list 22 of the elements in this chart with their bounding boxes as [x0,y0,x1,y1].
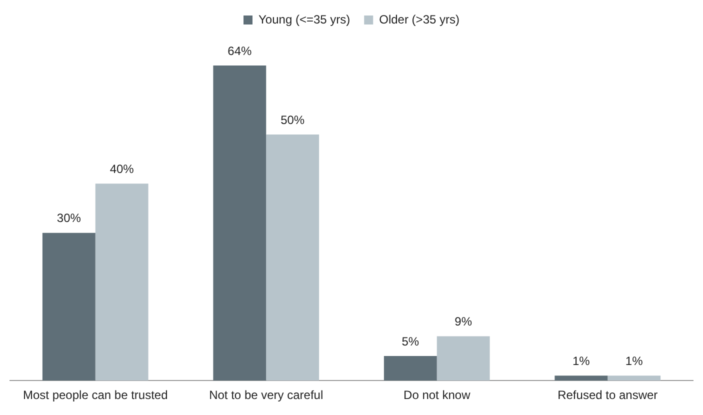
x-tick-label: Do not know [404,388,471,402]
data-label: 5% [402,334,420,348]
legend-label: Young (<=35 yrs) [258,12,350,26]
data-label: 1% [625,354,644,368]
data-label: 9% [454,314,472,329]
bar [554,376,608,381]
x-tick-label: Not to be very careful [209,388,324,402]
data-label: 64% [228,44,252,58]
bar [436,336,490,381]
bar [384,356,437,381]
bar [608,376,661,381]
data-label: 30% [56,211,82,226]
bar [42,232,96,381]
data-label: 1% [572,354,590,368]
bar [95,184,148,381]
legend-label: Older (>35 yrs) [379,12,460,26]
data-label: 50% [280,112,305,127]
x-tick-label: Most people can be trusted [22,388,168,402]
bar [266,134,320,381]
bar [213,66,266,381]
data-label: 40% [110,162,134,176]
x-tick-label: Refused to answer [558,388,658,402]
